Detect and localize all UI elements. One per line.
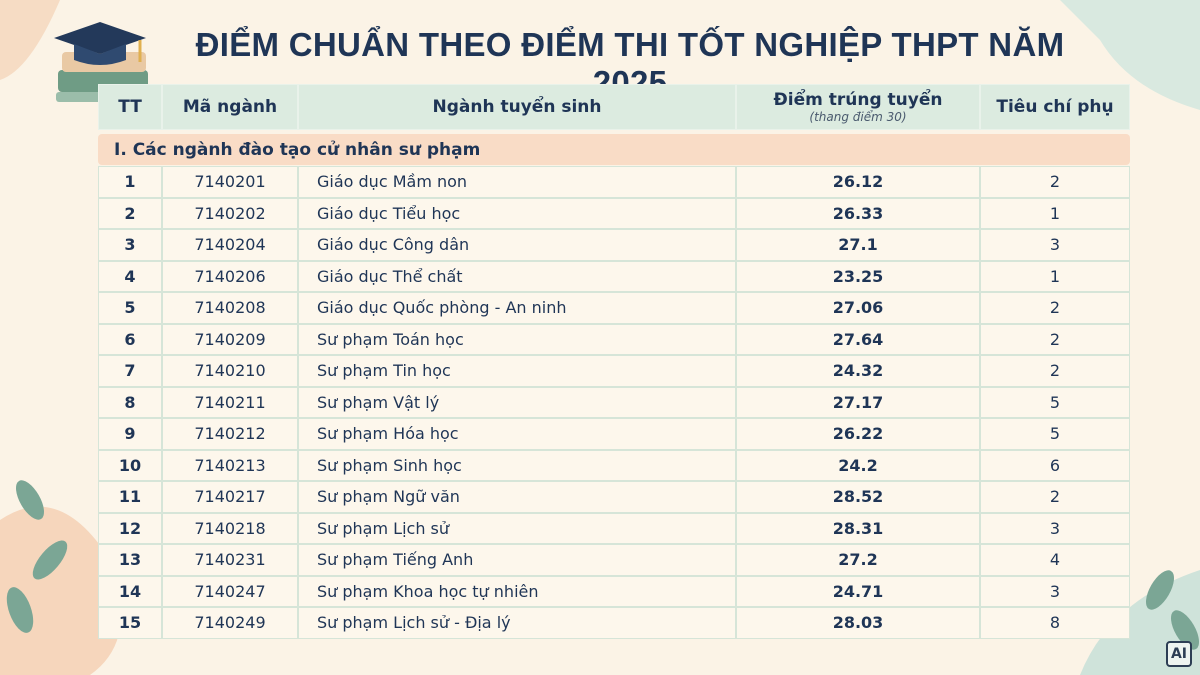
row-number: 13 [98,544,162,576]
badge: AI [1166,641,1192,667]
major-code: 7140247 [162,575,298,607]
major-name: Sư phạm Sinh học [298,449,736,481]
cutoff-score: 24.2 [736,449,980,481]
cutoff-score: 23.25 [736,260,980,292]
tiebreak-criterion: 1 [980,197,1130,229]
tiebreak-criterion: 2 [980,292,1130,324]
major-name: Sư phạm Tiếng Anh [298,544,736,576]
cutoff-score: 26.22 [736,418,980,450]
major-name: Sư phạm Khoa học tự nhiên [298,575,736,607]
major-name: Sư phạm Lịch sử - Địa lý [298,607,736,639]
tiebreak-criterion: 2 [980,166,1130,198]
row-number: 11 [98,481,162,513]
row-number: 14 [98,575,162,607]
row-number: 5 [98,292,162,324]
cutoff-score: 27.64 [736,323,980,355]
column-title: Tiêu chí phụ [996,97,1114,117]
cutoff-score: 27.1 [736,229,980,261]
major-name: Giáo dục Công dân [298,229,736,261]
major-code: 7140210 [162,355,298,387]
major-code: 7140213 [162,449,298,481]
major-name: Sư phạm Lịch sử [298,512,736,544]
column-title: Ngành tuyển sinh [432,97,602,117]
column-title: TT [118,97,142,117]
score-note: (thang điểm 30) [809,110,907,124]
cutoff-score: 28.52 [736,481,980,513]
column-header: Ngành tuyển sinh [298,84,736,130]
major-code: 7140202 [162,197,298,229]
major-name: Giáo dục Quốc phòng - An ninh [298,292,736,324]
major-code: 7140201 [162,166,298,198]
tiebreak-criterion: 6 [980,449,1130,481]
tiebreak-criterion: 2 [980,481,1130,513]
row-number: 8 [98,386,162,418]
cutoff-score: 28.31 [736,512,980,544]
tiebreak-criterion: 3 [980,512,1130,544]
row-number: 4 [98,260,162,292]
section-header: I. Các ngành đào tạo cử nhân sư phạm [98,134,1130,165]
tiebreak-criterion: 5 [980,386,1130,418]
tiebreak-criterion: 3 [980,229,1130,261]
major-code: 7140204 [162,229,298,261]
cutoff-score: 24.32 [736,355,980,387]
column-header: Mã ngành [162,84,298,130]
cutoff-score: 27.06 [736,292,980,324]
tiebreak-criterion: 5 [980,418,1130,450]
cutoff-score: 24.71 [736,575,980,607]
major-name: Sư phạm Vật lý [298,386,736,418]
cutoff-score: 26.12 [736,166,980,198]
major-code: 7140211 [162,386,298,418]
major-code: 7140249 [162,607,298,639]
tiebreak-criterion: 2 [980,355,1130,387]
column-header: Tiêu chí phụ [980,84,1130,130]
major-name: Sư phạm Toán học [298,323,736,355]
row-number: 10 [98,449,162,481]
cutoff-score: 26.33 [736,197,980,229]
row-number: 12 [98,512,162,544]
column-header: TT [98,84,162,130]
major-name: Sư phạm Hóa học [298,418,736,450]
cutoff-score: 28.03 [736,607,980,639]
major-name: Giáo dục Thể chất [298,260,736,292]
major-code: 7140217 [162,481,298,513]
tiebreak-criterion: 4 [980,544,1130,576]
row-number: 1 [98,166,162,198]
cutoff-score: 27.17 [736,386,980,418]
major-code: 7140218 [162,512,298,544]
column-title: Điểm trúng tuyển [773,90,943,110]
major-code: 7140208 [162,292,298,324]
tiebreak-criterion: 8 [980,607,1130,639]
row-number: 3 [98,229,162,261]
row-number: 9 [98,418,162,450]
cutoff-score: 27.2 [736,544,980,576]
column-header: Điểm trúng tuyển (thang điểm 30) [736,84,980,130]
major-code: 7140209 [162,323,298,355]
tiebreak-criterion: 1 [980,260,1130,292]
major-name: Giáo dục Mầm non [298,166,736,198]
column-title: Mã ngành [182,97,278,117]
tiebreak-criterion: 2 [980,323,1130,355]
tiebreak-criterion: 3 [980,575,1130,607]
row-number: 15 [98,607,162,639]
row-number: 7 [98,355,162,387]
major-name: Sư phạm Tin học [298,355,736,387]
major-code: 7140212 [162,418,298,450]
major-name: Sư phạm Ngữ văn [298,481,736,513]
row-number: 2 [98,197,162,229]
major-code: 7140231 [162,544,298,576]
major-name: Giáo dục Tiểu học [298,197,736,229]
major-code: 7140206 [162,260,298,292]
row-number: 6 [98,323,162,355]
